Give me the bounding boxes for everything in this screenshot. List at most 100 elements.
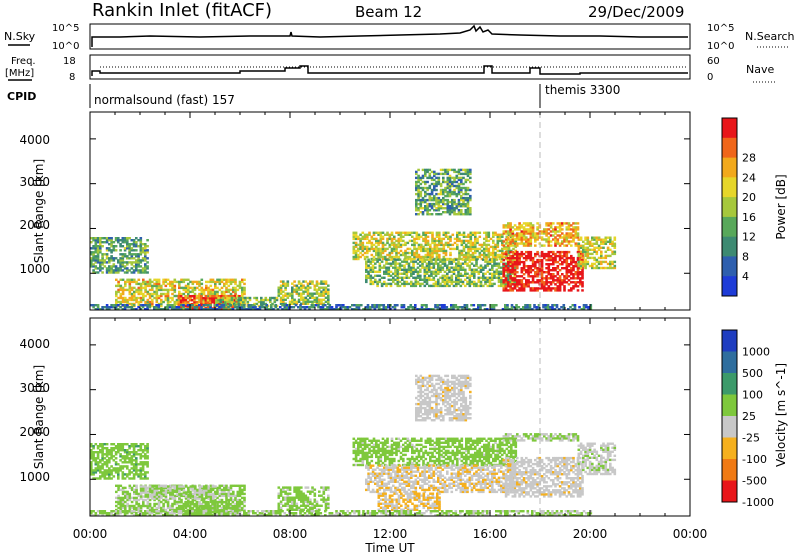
power-data-cell	[531, 279, 535, 282]
power-data-cell	[507, 289, 510, 292]
power-data-cell	[96, 253, 100, 256]
power-data-cell	[382, 306, 386, 309]
power-data-cell	[540, 273, 544, 276]
power-data-cell	[379, 249, 383, 253]
power-data-cell	[504, 224, 508, 227]
power-data-cell	[456, 233, 459, 236]
power-data-cell	[412, 264, 415, 267]
power-data-cell	[513, 228, 517, 231]
power-data-cell	[561, 260, 564, 264]
velocity-data-cell	[119, 488, 123, 492]
power-data-cell	[137, 245, 140, 248]
power-data-cell	[265, 308, 269, 311]
velocity-data-cell	[142, 498, 145, 502]
power-data-cell	[218, 282, 222, 286]
power-data-cell	[186, 301, 190, 304]
power-data-cell	[609, 242, 612, 245]
power-data-cell	[219, 298, 223, 302]
power-data-cell	[565, 234, 569, 237]
velocity-data-cell	[144, 471, 147, 474]
power-data-cell	[224, 297, 228, 300]
power-data-cell	[135, 300, 138, 304]
power-data-cell	[593, 256, 596, 260]
power-data-cell	[92, 269, 95, 272]
power-data-cell	[216, 278, 219, 281]
power-data-cell	[320, 292, 323, 295]
power-data-cell	[428, 262, 431, 265]
power-data-cell	[554, 228, 557, 231]
velocity-data-cell	[94, 471, 98, 474]
power-data-cell	[215, 298, 218, 302]
power-data-cell	[302, 290, 305, 293]
power-data-cell	[435, 182, 438, 186]
power-data-cell	[373, 304, 377, 307]
power-data-cell	[128, 237, 131, 240]
power-data-cell	[460, 249, 464, 253]
power-data-cell	[448, 168, 452, 172]
power-data-cell	[439, 182, 443, 186]
power-data-cell	[378, 308, 381, 311]
velocity-data-cell	[160, 490, 163, 494]
power-data-cell	[410, 280, 413, 284]
power-data-cell	[420, 255, 423, 259]
power-data-cell	[135, 296, 138, 300]
power-data-cell	[148, 284, 152, 288]
power-data-cell	[547, 232, 551, 235]
power-data-cell	[309, 300, 312, 303]
power-data-cell	[534, 260, 537, 264]
power-data-cell	[505, 235, 509, 238]
power-data-cell	[437, 284, 440, 288]
power-data-cell	[514, 239, 518, 243]
velocity-data-cell	[171, 490, 174, 494]
power-data-cell	[435, 176, 438, 180]
power-data-cell	[209, 297, 212, 300]
power-data-cell	[412, 266, 415, 269]
velocity-data-cell	[146, 449, 149, 452]
velocity-data-cell	[146, 443, 149, 446]
power-data-cell	[492, 245, 495, 249]
power-data-cell	[415, 200, 418, 204]
power-data-cell	[110, 241, 113, 244]
power-data-cell	[371, 276, 375, 279]
power-data-cell	[470, 272, 474, 275]
power-data-cell	[547, 277, 551, 280]
power-data-cell	[146, 306, 149, 309]
power-data-cell	[135, 288, 138, 292]
power-data-cell	[413, 255, 416, 259]
power-data-cell	[502, 281, 506, 284]
power-data-cell	[593, 266, 596, 270]
power-data-cell	[464, 270, 467, 273]
power-data-cell	[496, 241, 500, 245]
power-data-cell	[119, 245, 122, 248]
power-data-cell	[137, 292, 141, 296]
velocity-data-cell	[117, 445, 120, 448]
power-data-cell	[260, 296, 263, 300]
velocity-data-cell	[117, 496, 120, 500]
power-data-cell	[441, 278, 445, 281]
power-data-cell	[482, 274, 485, 277]
power-data-cell	[466, 280, 469, 284]
power-data-cell	[457, 272, 460, 275]
power-data-cell	[393, 235, 396, 238]
power-data-cell	[202, 292, 206, 296]
power-data-cell	[328, 304, 332, 307]
power-data-cell	[545, 228, 548, 231]
power-data-cell	[565, 236, 569, 239]
power-data-cell	[428, 198, 432, 202]
power-data-cell	[281, 308, 284, 311]
power-data-cell	[207, 292, 210, 296]
power-data-cell	[495, 258, 499, 261]
velocity-data-cell	[126, 467, 129, 470]
power-data-cell	[552, 281, 555, 284]
power-data-cell	[193, 286, 197, 290]
power-data-cell	[432, 264, 436, 267]
power-data-cell	[315, 290, 319, 293]
power-data-cell	[549, 254, 553, 258]
velocity-data-cell	[175, 510, 179, 514]
power-data-cell	[457, 280, 460, 284]
power-data-cell	[520, 279, 524, 282]
power-data-cell	[371, 270, 375, 273]
power-data-cell	[527, 254, 530, 258]
power-data-cell	[191, 307, 194, 310]
noise-right-tick-bottom: 10^0	[707, 41, 734, 52]
